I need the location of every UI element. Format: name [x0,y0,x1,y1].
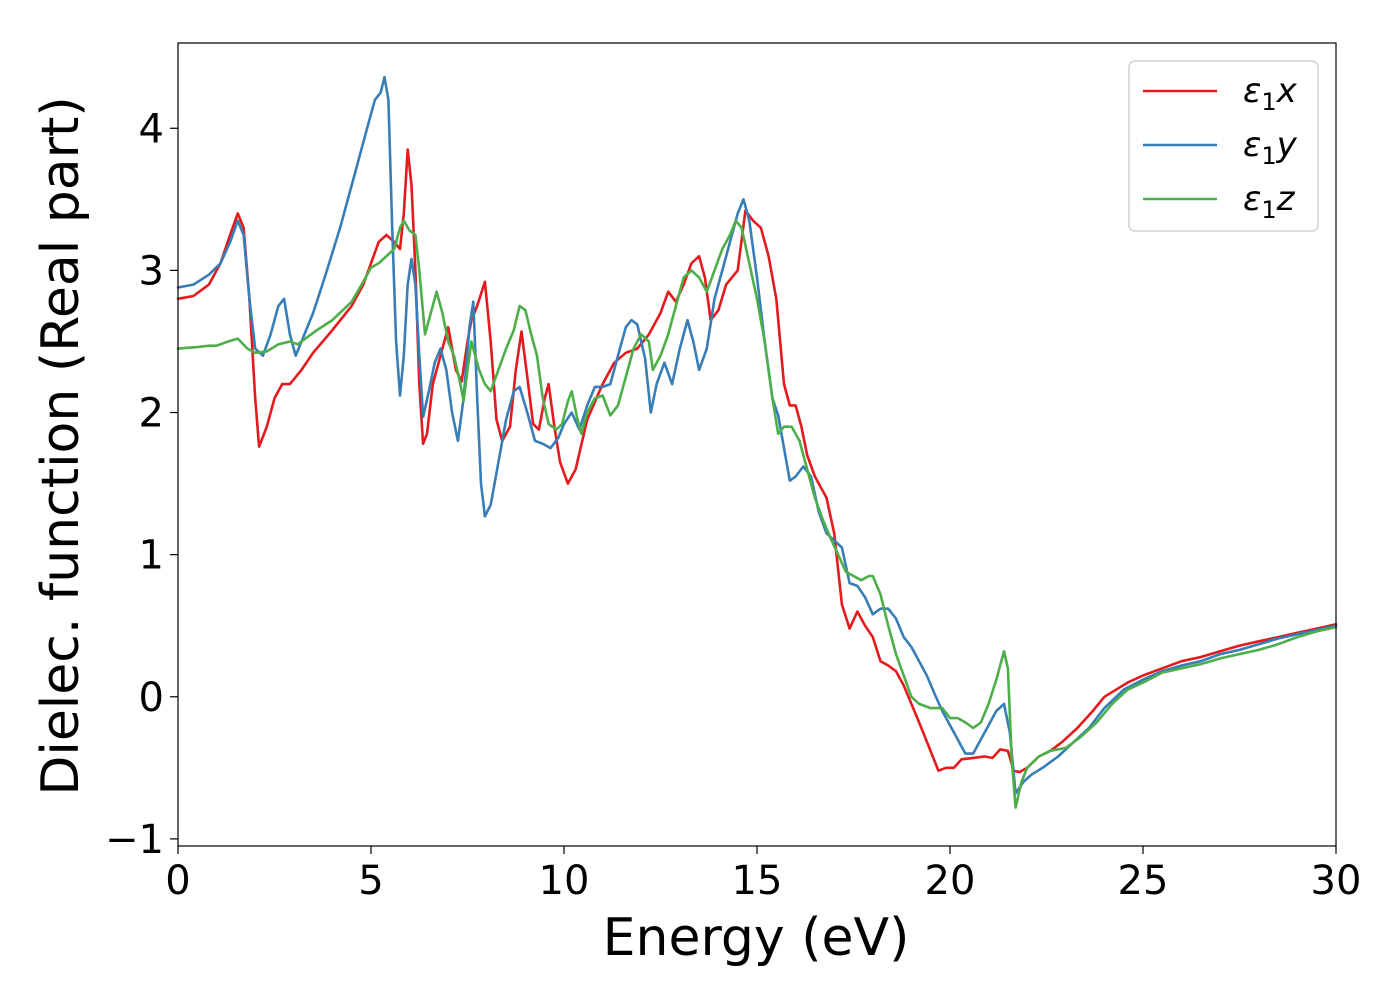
y-tick-label: 3 [139,248,164,294]
x-tick-label: 30 [1311,858,1362,904]
y-tick-label: −1 [105,817,164,863]
x-tick-label: 15 [732,858,783,904]
y-tick-label: 0 [139,675,164,721]
y-tick-label: 1 [139,533,164,579]
series-line-z [176,219,1338,809]
legend: ε1x ε1y ε1z [1128,60,1319,232]
x-tick-label: 0 [165,858,190,904]
legend-box [1128,60,1319,232]
x-tick-label: 10 [539,858,590,904]
x-axis-title: Energy (eV) [603,908,910,968]
legend-label-y: ε1y [1243,125,1298,170]
x-tick-label: 20 [925,858,976,904]
y-tick-label: 4 [139,106,164,152]
series-line-y [176,75,1338,795]
legend-label-x: ε1x [1243,71,1298,116]
x-tick-label: 5 [358,858,383,904]
y-tick-label: 2 [139,391,164,437]
legend-label-z: ε1z [1243,179,1296,224]
x-tick-label: 25 [1118,858,1169,904]
y-axis-title: Dielec. function (Real part) [31,96,91,795]
